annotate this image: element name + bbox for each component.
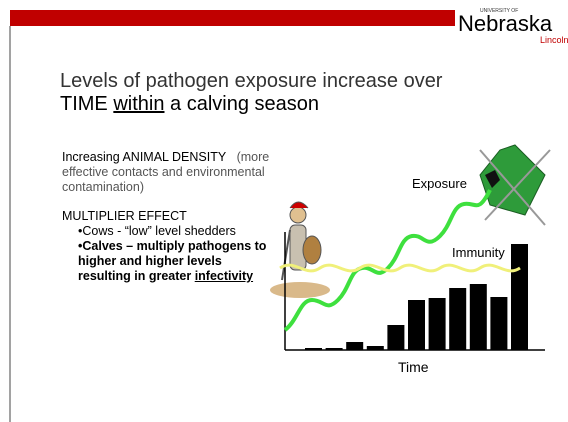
bar (367, 346, 384, 350)
bar (326, 348, 343, 350)
bar (449, 288, 466, 350)
bar (429, 298, 446, 350)
pathogen-icon (480, 145, 550, 225)
header-bar (10, 10, 455, 26)
bullet: •Calves – multiply pathogens to higher a… (62, 239, 272, 284)
bar (346, 342, 363, 350)
bar (470, 284, 487, 350)
text: Increasing ANIMAL DENSITY (62, 150, 226, 164)
body-text: Increasing ANIMAL DENSITY (more effectiv… (62, 150, 272, 284)
bar (387, 325, 404, 350)
curve-label: Immunity (452, 245, 505, 260)
curve-label: Exposure (412, 176, 467, 191)
bar (490, 297, 507, 350)
x-axis-label: Time (398, 359, 429, 375)
title: Levels of pathogen exposure increase ove… (60, 70, 442, 93)
title-text: within (113, 93, 164, 115)
text: infectivity (195, 269, 253, 283)
warrior-icon (270, 202, 330, 298)
paragraph: Increasing ANIMAL DENSITY (more effectiv… (62, 150, 272, 195)
logo: Nebraska (458, 11, 553, 36)
title-text: a calving season (164, 93, 319, 115)
heading: MULTIPLIER EFFECT (62, 209, 272, 224)
bar (511, 244, 528, 350)
bar (408, 300, 425, 350)
title-text: TIME (60, 93, 113, 115)
logo-bottom: Lincoln (540, 35, 568, 45)
immunity-curve (280, 265, 520, 271)
slide: UNIVERSITY OF Nebraska Lincoln Exposure … (0, 0, 568, 422)
title: TIME within a calving season (60, 93, 319, 116)
bullet: •Cows - “low” level shedders (62, 224, 272, 239)
bar (305, 348, 322, 350)
